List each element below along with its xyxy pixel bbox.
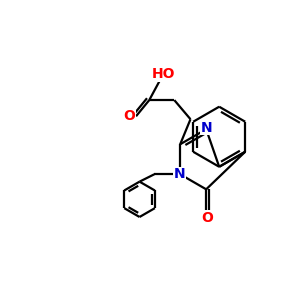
Text: N: N bbox=[200, 121, 212, 135]
Text: O: O bbox=[201, 211, 213, 225]
Text: HO: HO bbox=[152, 68, 176, 82]
Text: N: N bbox=[174, 167, 185, 181]
Text: O: O bbox=[124, 109, 136, 123]
